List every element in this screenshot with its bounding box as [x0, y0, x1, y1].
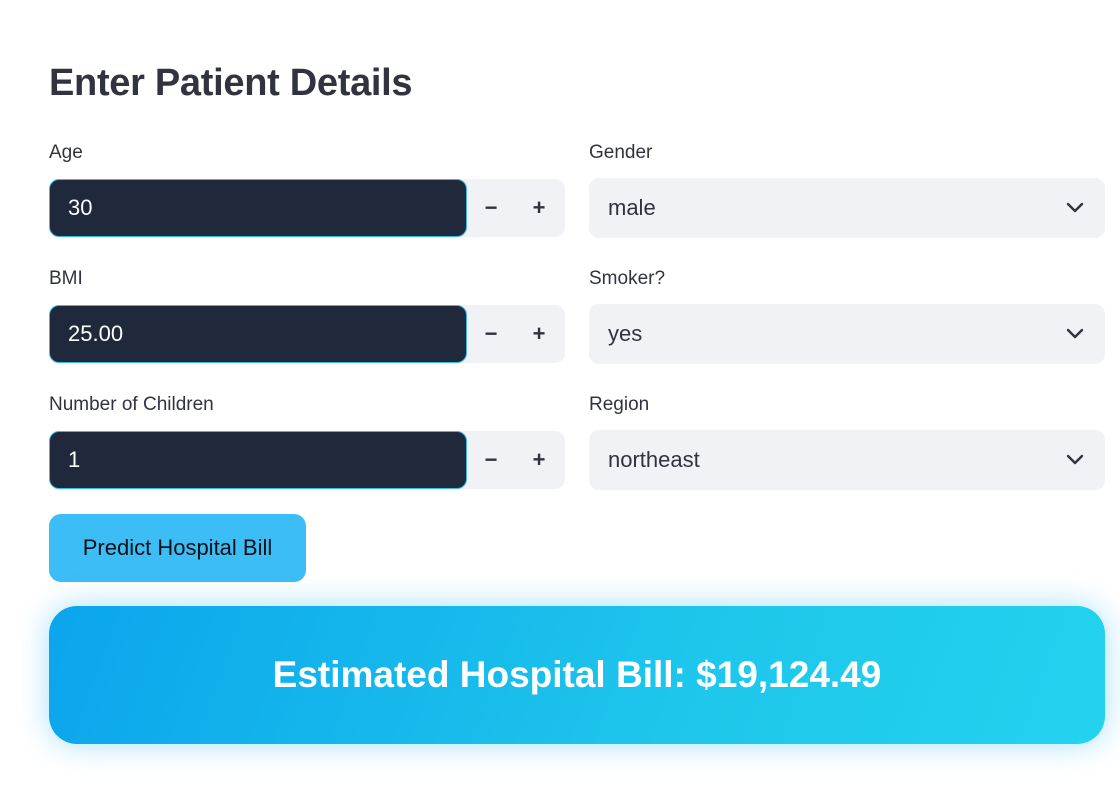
smoker-select[interactable]: yes: [589, 304, 1105, 364]
age-number-input: 30 − +: [49, 179, 565, 237]
children-field[interactable]: 1: [49, 431, 467, 489]
region-selected-value: northeast: [608, 447, 700, 472]
gender-selected-value: male: [608, 195, 656, 220]
region-select[interactable]: northeast: [589, 430, 1105, 490]
bmi-field[interactable]: 25.00: [49, 305, 467, 363]
bmi-decrement-button[interactable]: −: [484, 321, 498, 346]
gender-select[interactable]: male: [589, 178, 1105, 238]
bmi-number-input: 25.00 − +: [49, 305, 565, 363]
page-title: Enter Patient Details: [49, 62, 413, 104]
smoker-selected-value: yes: [608, 321, 643, 346]
children-decrement-button[interactable]: −: [484, 447, 498, 472]
result-banner: Estimated Hospital Bill: $19,124.49: [49, 606, 1105, 744]
children-label: Number of Children: [49, 394, 214, 415]
chevron-down-icon: [1065, 450, 1085, 470]
predict-button[interactable]: Predict Hospital Bill: [49, 514, 306, 582]
age-increment-button[interactable]: +: [532, 195, 546, 220]
bmi-label: BMI: [49, 268, 83, 289]
chevron-down-icon: [1065, 324, 1085, 344]
age-label: Age: [49, 142, 83, 163]
smoker-label: Smoker?: [589, 268, 666, 289]
children-increment-button[interactable]: +: [532, 447, 546, 472]
chevron-down-icon: [1065, 198, 1085, 218]
gender-label: Gender: [589, 142, 653, 163]
bmi-increment-button[interactable]: +: [532, 321, 546, 346]
region-label: Region: [589, 394, 650, 415]
age-field[interactable]: 30: [49, 179, 467, 237]
age-decrement-button[interactable]: −: [484, 195, 498, 220]
children-number-input: 1 − +: [49, 431, 565, 489]
estimated-bill-text: Estimated Hospital Bill: $19,124.49: [272, 654, 882, 695]
